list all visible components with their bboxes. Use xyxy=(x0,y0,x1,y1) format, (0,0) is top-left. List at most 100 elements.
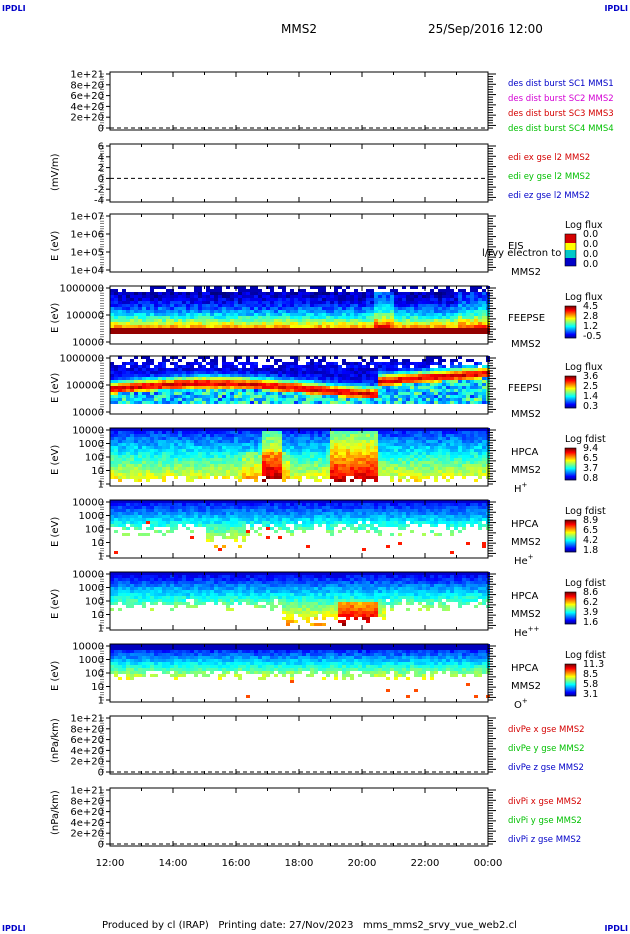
spectrogram-cell xyxy=(218,328,222,331)
spectrogram-cell xyxy=(374,446,378,449)
spectrogram-cell xyxy=(434,458,438,461)
spectrogram-cell xyxy=(294,368,298,371)
spectrogram-cell xyxy=(446,331,450,334)
spectrogram-cell xyxy=(482,461,486,464)
spectrogram-cell xyxy=(126,428,130,431)
spectrogram-cell xyxy=(266,316,270,319)
spectrogram-cell xyxy=(150,455,154,458)
spectrogram-cell xyxy=(302,473,306,476)
spectrogram-cell xyxy=(394,455,398,458)
spectrogram-cell xyxy=(402,362,406,365)
spectrogram-cell xyxy=(154,455,158,458)
spectrogram-cell xyxy=(166,467,170,470)
spectrogram-cell xyxy=(390,395,394,398)
spectrogram-cell xyxy=(290,383,294,386)
spectrogram-cell xyxy=(274,443,278,446)
spectrogram-cell xyxy=(246,464,250,467)
spectrogram-cell xyxy=(462,289,466,292)
spectrogram-cell xyxy=(390,428,394,431)
spectrogram-cell xyxy=(162,398,166,401)
spectrogram-cell xyxy=(438,365,442,368)
spectrogram-cell xyxy=(134,443,138,446)
spectrogram-cell xyxy=(422,301,426,304)
spectrogram-cell xyxy=(458,304,462,307)
spectrogram-cell xyxy=(402,386,406,389)
spectrogram-cell xyxy=(150,389,154,392)
spectrogram-cell xyxy=(414,479,418,482)
spectrogram-cell xyxy=(194,443,198,446)
spectrogram-cell xyxy=(314,443,318,446)
spectrogram-cell xyxy=(154,431,158,434)
spectrogram-cell xyxy=(286,389,290,392)
spectrogram-cell xyxy=(226,386,230,389)
y-tick-label: 8e+20 xyxy=(70,80,104,91)
spectrogram-cell xyxy=(262,452,266,455)
spectrogram-cell xyxy=(142,313,146,316)
spectrogram-cell xyxy=(194,368,198,371)
spectrogram-cell xyxy=(342,476,346,479)
spectrogram-cell xyxy=(470,359,474,362)
spectrogram-cell xyxy=(254,307,258,310)
spectrogram-cell xyxy=(170,398,174,401)
spectrogram-cell xyxy=(174,440,178,443)
spectrogram-cell xyxy=(398,328,402,331)
spectrogram-cell xyxy=(482,386,486,389)
spectrogram-cell xyxy=(210,377,214,380)
spectrogram-cell xyxy=(214,386,218,389)
spectrogram-cell xyxy=(298,331,302,334)
spectrogram-cell xyxy=(274,322,278,325)
spectrogram-cell xyxy=(414,313,418,316)
spectrogram-cell xyxy=(378,458,382,461)
colorbar-slice xyxy=(565,315,576,317)
spectrogram-cell xyxy=(198,371,202,374)
spectrogram-cell xyxy=(382,331,386,334)
spectrogram-cell xyxy=(346,383,350,386)
spectrogram-cell xyxy=(346,295,350,298)
spectrogram-cell xyxy=(446,307,450,310)
spectrogram-cell xyxy=(474,386,478,389)
spectrogram-cell xyxy=(426,473,430,476)
spectrogram-cell xyxy=(122,464,126,467)
spectrogram-cell xyxy=(238,313,242,316)
spectrogram-cell xyxy=(234,304,238,307)
spectrogram-cell xyxy=(246,437,250,440)
spectrogram-cell xyxy=(290,455,294,458)
spectrogram-cell xyxy=(326,434,330,437)
spectrogram-cell xyxy=(338,286,342,289)
spectrogram-cell xyxy=(278,322,282,325)
spectrogram-cell xyxy=(110,292,114,295)
spectrogram-cell xyxy=(330,313,334,316)
spectrogram-cell xyxy=(422,316,426,319)
spectrogram-cell xyxy=(206,304,210,307)
spectrogram-cell xyxy=(238,325,242,328)
spectrogram-cell xyxy=(330,467,334,470)
spectrogram-cell xyxy=(358,446,362,449)
spectrogram-cell xyxy=(330,328,334,331)
spectrogram-cell xyxy=(438,319,442,322)
spectrogram-cell xyxy=(366,434,370,437)
spectrogram-cell xyxy=(370,473,374,476)
spectrogram-cell xyxy=(230,313,234,316)
spectrogram-cell xyxy=(254,392,258,395)
spectrogram-cell xyxy=(266,467,270,470)
spectrogram-cell xyxy=(402,328,406,331)
spectrogram-cell xyxy=(298,470,302,473)
spectrogram-cell xyxy=(274,467,278,470)
spectrogram-cell xyxy=(462,443,466,446)
spectrogram-cell xyxy=(302,437,306,440)
spectrogram-cell xyxy=(126,331,130,334)
spectrogram-cell xyxy=(190,295,194,298)
spectrogram-cell xyxy=(354,362,358,365)
spectrogram-cell xyxy=(138,443,142,446)
spectrogram-cell xyxy=(226,325,230,328)
spectrogram-cell xyxy=(370,467,374,470)
spectrogram-cell xyxy=(334,398,338,401)
spectrogram-cell xyxy=(222,313,226,316)
spectrogram-cell xyxy=(210,461,214,464)
spectrogram-cell xyxy=(466,470,470,473)
spectrogram-cell xyxy=(194,452,198,455)
spectrogram-cell xyxy=(414,428,418,431)
spectrogram-cell xyxy=(222,368,226,371)
spectrogram-cell xyxy=(378,286,382,289)
